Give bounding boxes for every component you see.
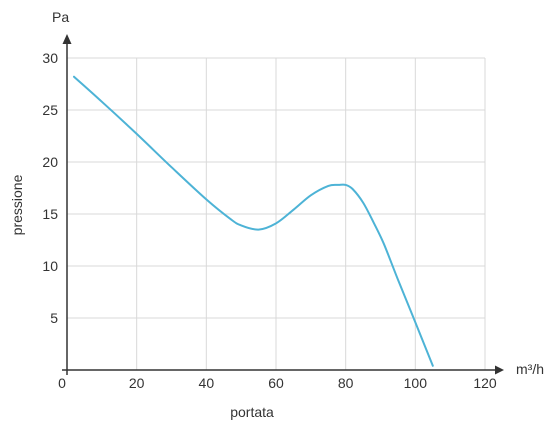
x-axis-arrow	[495, 365, 504, 375]
x-tick-label: 0	[58, 375, 66, 391]
x-tick-labels: 0 20 40 60 80 100 120	[58, 375, 497, 391]
y-tick-label: 5	[50, 310, 58, 326]
y-unit-label: Pa	[52, 9, 69, 25]
x-tick-label: 40	[199, 375, 215, 391]
x-tick-label: 80	[338, 375, 354, 391]
x-unit-label: m³/h	[516, 361, 544, 377]
grid	[67, 57, 486, 370]
x-tick-label: 60	[268, 375, 284, 391]
axes	[62, 34, 504, 375]
y-axis-arrow	[62, 34, 72, 44]
series-line	[73, 75, 434, 367]
y-tick-label: 15	[42, 206, 58, 222]
x-tick-label: 100	[404, 375, 428, 391]
y-tick-label: 25	[42, 102, 58, 118]
y-tick-label: 30	[42, 50, 58, 66]
y-tick-labels: 5 10 15 20 25 30	[42, 50, 58, 326]
x-tick-label: 20	[129, 375, 145, 391]
x-axis-title: portata	[230, 404, 274, 420]
y-tick-label: 20	[42, 154, 58, 170]
x-tick-label: 120	[473, 375, 497, 391]
y-tick-label: 10	[42, 258, 58, 274]
y-axis-title: pressione	[9, 174, 25, 235]
